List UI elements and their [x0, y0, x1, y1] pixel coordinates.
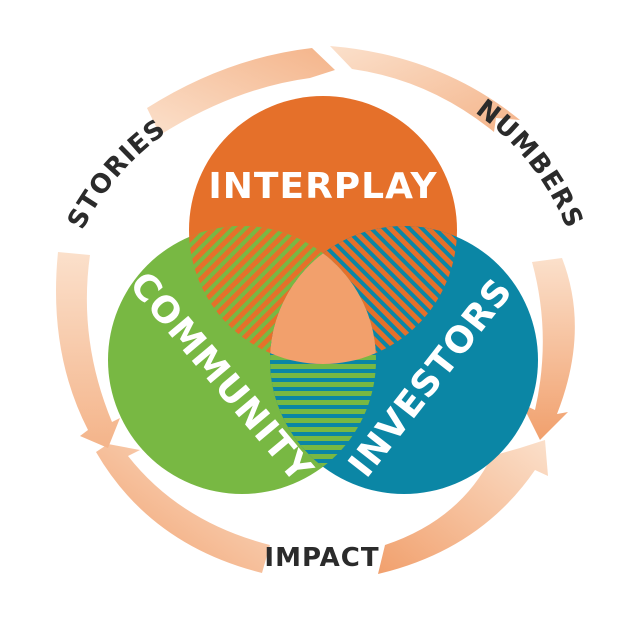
numbers-label: NUMBERS	[470, 94, 588, 233]
cycle-arrow-bottom-left	[96, 444, 270, 573]
cycle-arrow-left	[56, 252, 120, 448]
cycle-ring	[56, 46, 575, 574]
impact-label: IMPACT	[264, 543, 379, 573]
venn-diagram	[108, 96, 538, 494]
cycle-arrow-top-right	[330, 46, 520, 132]
interplay-label: INTERPLAY	[208, 166, 437, 207]
cycle-arrow-top	[147, 48, 335, 135]
overlap-center	[270, 226, 376, 364]
cycle-arrow-bottom-right	[378, 440, 548, 574]
cycle-arrow-right	[522, 258, 575, 440]
stories-label: STORIES	[62, 113, 172, 234]
